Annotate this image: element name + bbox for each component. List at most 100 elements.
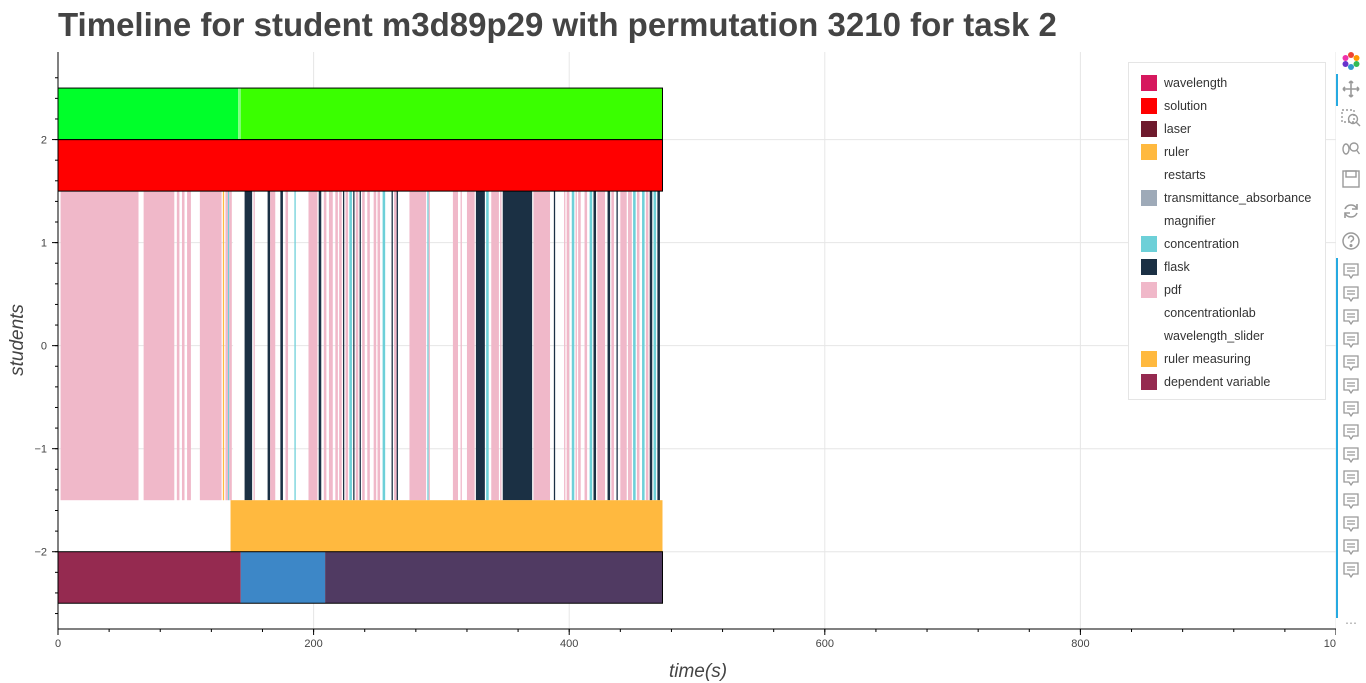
timeline-segment [280, 191, 283, 501]
timeline-segment [382, 191, 386, 501]
timeline-segment [502, 191, 533, 501]
hover-icon[interactable] [1340, 444, 1362, 466]
timeline-segment [566, 191, 570, 501]
legend-label: concentration [1164, 236, 1240, 251]
y-tick-label: −2 [34, 547, 47, 559]
hover-icon[interactable] [1340, 513, 1362, 535]
timeline-segment [362, 191, 365, 501]
hover-icon[interactable] [1340, 306, 1362, 328]
timeline-segment [238, 88, 241, 140]
y-tick-label: 1 [41, 238, 47, 250]
timeline-segment [58, 88, 239, 140]
timeline-segment [553, 191, 556, 501]
timeline-segment [475, 191, 485, 501]
timeline-segment [222, 191, 225, 501]
timeline-segment [229, 191, 232, 501]
timeline-segment [377, 191, 381, 501]
x-tick-label: 600 [816, 638, 834, 650]
hover-icon[interactable] [1340, 467, 1362, 489]
legend-item[interactable]: ruler [1129, 140, 1325, 163]
timeline-segment [491, 191, 499, 501]
timeline-segment [240, 551, 326, 604]
timeline-segment [636, 191, 640, 501]
bokeh-logo-icon[interactable] [1340, 50, 1362, 72]
timeline-segment [584, 191, 588, 501]
legend-item[interactable]: concentrationlab [1129, 301, 1325, 324]
legend-item[interactable]: laser [1129, 117, 1325, 140]
legend-item[interactable]: ruler measuring [1129, 347, 1325, 370]
chart-title: Timeline for student m3d89p29 with permu… [58, 6, 1057, 43]
timeline-segment [394, 191, 397, 501]
timeline-segment [428, 191, 430, 501]
hover-icon[interactable] [1340, 398, 1362, 420]
timeline-segment [267, 191, 271, 501]
timeline-segment [653, 191, 657, 501]
box-zoom-icon[interactable] [1340, 108, 1362, 130]
timeline-segment [611, 191, 614, 501]
hover-icon[interactable] [1340, 490, 1362, 512]
x-tick-label: 200 [304, 638, 322, 650]
timeline-segment [427, 191, 429, 501]
timeline-segment [359, 191, 361, 501]
legend-swatch [1141, 304, 1157, 321]
active-tool-indicator [1336, 258, 1338, 618]
reset-icon[interactable] [1340, 200, 1362, 222]
hover-icon[interactable] [1340, 329, 1362, 351]
timeline-segment [466, 191, 475, 501]
legend-label: laser [1164, 121, 1192, 136]
hover-icon[interactable] [1340, 421, 1362, 443]
legend-item[interactable]: solution [1129, 94, 1325, 117]
timeline-segment [181, 191, 185, 501]
legend-item[interactable]: magnifier [1129, 209, 1325, 232]
hover-icon[interactable] [1340, 536, 1362, 558]
more-tools-icon[interactable]: ⋯ [1345, 616, 1357, 630]
legend-item[interactable]: concentration [1129, 232, 1325, 255]
timeline-segment [230, 500, 663, 552]
legend-label: concentrationlab [1164, 305, 1256, 320]
timeline-segment [253, 191, 255, 501]
x-tick-label: 1000 [1324, 638, 1336, 650]
timeline-segment [58, 139, 663, 192]
legend-item[interactable]: wavelength [1129, 71, 1325, 94]
legend-item[interactable]: pdf [1129, 278, 1325, 301]
active-tool-indicator [1336, 74, 1338, 106]
legend-label: ruler measuring [1164, 351, 1251, 366]
hover-icon[interactable] [1340, 352, 1362, 374]
legend-item[interactable]: dependent variable [1129, 370, 1325, 393]
timeline-segment [285, 191, 289, 501]
timeline-segment [373, 191, 377, 501]
timeline-segment [616, 191, 618, 501]
save-icon[interactable] [1340, 168, 1362, 190]
legend-item[interactable]: flask [1129, 255, 1325, 278]
timeline-segment [60, 191, 139, 501]
timeline-segment [597, 191, 605, 501]
legend-swatch [1141, 281, 1157, 298]
timeline-segment [339, 191, 342, 501]
timeline-segment [627, 191, 632, 501]
legend-label: transmittance_absorbance [1164, 190, 1312, 205]
pan-icon[interactable] [1340, 78, 1362, 100]
timeline-segment [143, 191, 175, 501]
hover-icon[interactable] [1340, 283, 1362, 305]
timeline-segment [607, 191, 611, 501]
wheel-zoom-icon[interactable] [1340, 138, 1362, 160]
hover-icon[interactable] [1340, 559, 1362, 581]
timeline-segment [353, 191, 355, 501]
timeline-segment [335, 191, 338, 501]
timeline-segment [589, 191, 593, 501]
hover-icon[interactable] [1340, 375, 1362, 397]
timeline-segment [571, 191, 575, 501]
legend-swatch [1141, 189, 1157, 206]
legend-item[interactable]: transmittance_absorbance [1129, 186, 1325, 209]
hover-icon[interactable] [1340, 260, 1362, 282]
chart-plot-area[interactable]: 0 200 400 600 800 1000 −2 −1 0 1 2 time(s) student… [0, 0, 1336, 683]
legend-item[interactable]: restarts [1129, 163, 1325, 186]
toolbar: ⋯ [1336, 44, 1366, 683]
legend-item[interactable]: wavelength_slider [1129, 324, 1325, 347]
timeline-segment [657, 191, 660, 501]
legend-label: ruler [1164, 144, 1190, 159]
help-icon[interactable] [1340, 230, 1362, 252]
legend-swatch [1141, 258, 1157, 275]
timeline-segment [564, 191, 566, 501]
x-axis-label: time(s) [669, 661, 727, 682]
